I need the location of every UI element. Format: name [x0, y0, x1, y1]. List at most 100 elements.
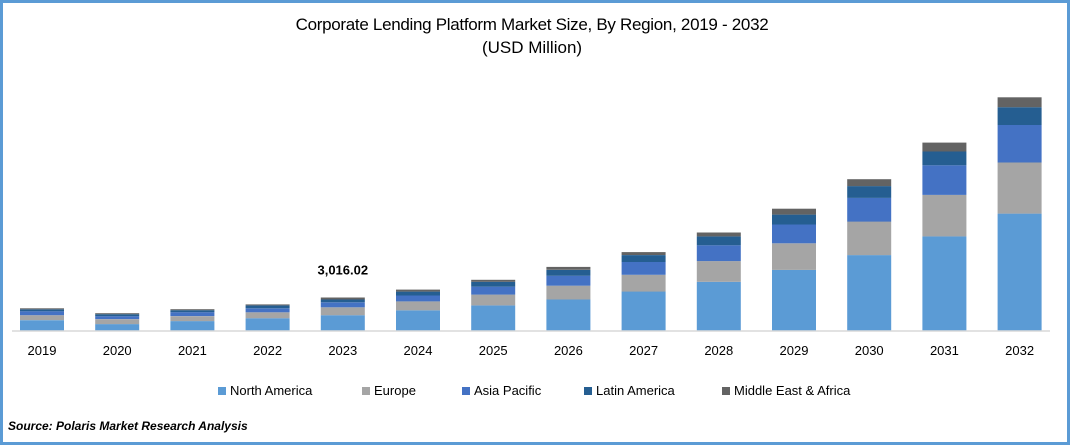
x-tick-label: 2023 — [328, 343, 357, 358]
bar-segment-europe-2019 — [20, 315, 64, 321]
bar-segment-middle-east-africa-2019 — [20, 308, 64, 310]
bar-segment-middle-east-africa-2032 — [997, 97, 1042, 108]
x-tick-label: 2026 — [554, 343, 583, 358]
bar-segment-europe-2023 — [320, 307, 365, 316]
bar-segment-latin-america-2024 — [396, 291, 440, 296]
legend-label: Latin America — [596, 383, 675, 398]
x-tick-label: 2028 — [704, 343, 733, 358]
bars-group — [20, 97, 1042, 331]
source-note: Source: Polaris Market Research Analysis — [8, 419, 248, 433]
bar-segment-north-america-2030 — [847, 255, 892, 331]
bar-segment-asia-pacific-2026 — [546, 275, 591, 286]
bar-segment-asia-pacific-2019 — [20, 311, 64, 316]
x-tick-label: 2021 — [178, 343, 207, 358]
legend-label: Europe — [374, 383, 416, 398]
bar-segment-latin-america-2026 — [546, 269, 591, 276]
bar-segment-latin-america-2027 — [621, 255, 666, 262]
bar-segment-middle-east-africa-2021 — [170, 309, 215, 311]
legend-swatch — [722, 386, 730, 395]
bar-segment-europe-2029 — [772, 243, 816, 270]
legend-swatch — [362, 386, 370, 395]
bar-segment-north-america-2027 — [621, 291, 666, 331]
legend-label: North America — [230, 383, 313, 398]
bar-segment-latin-america-2025 — [471, 281, 516, 287]
bar-segment-asia-pacific-2021 — [170, 312, 215, 317]
x-tick-label: 2022 — [253, 343, 282, 358]
bar-segment-north-america-2026 — [546, 299, 591, 331]
legend: North America Europe Asia Pacific Latin Ame… — [0, 383, 1064, 403]
legend-label: Asia Pacific — [474, 383, 542, 398]
bar-segment-middle-east-africa-2027 — [621, 252, 666, 255]
legend-item-north-america: North America — [218, 383, 312, 398]
bar-segment-north-america-2022 — [245, 318, 290, 331]
legend-item-europe: Europe — [362, 383, 416, 398]
bar-segment-middle-east-africa-2026 — [546, 266, 591, 270]
bar-segment-europe-2028 — [696, 261, 741, 282]
bar-segment-asia-pacific-2024 — [396, 295, 440, 302]
bar-segment-europe-2021 — [170, 316, 215, 322]
bar-segment-asia-pacific-2027 — [621, 262, 666, 275]
chart-plot: 2019 2020 2021 2022 2023 2024 2025 2026 2027 2028… — [12, 97, 1050, 358]
bar-segment-north-america-2025 — [471, 305, 516, 331]
bar-segment-europe-2026 — [546, 285, 591, 300]
bar-segment-europe-2020 — [95, 319, 140, 325]
bar-segment-asia-pacific-2023 — [320, 302, 365, 308]
bar-segment-middle-east-africa-2023 — [320, 297, 365, 300]
bar-segment-middle-east-africa-2031 — [922, 142, 967, 152]
bar-segment-middle-east-africa-2028 — [696, 232, 741, 237]
legend-item-latin-america: Latin America — [584, 383, 675, 398]
bar-segment-europe-2025 — [471, 294, 516, 306]
legend-swatch — [462, 386, 470, 395]
bar-segment-latin-america-2028 — [696, 236, 741, 246]
x-tick-label: 2031 — [930, 343, 959, 358]
bar-segment-middle-east-africa-2022 — [245, 304, 290, 306]
bar-segment-latin-america-2021 — [170, 310, 215, 313]
bar-segment-latin-america-2019 — [20, 309, 64, 312]
bar-segment-north-america-2031 — [922, 236, 967, 331]
x-tick-label: 2024 — [404, 343, 433, 358]
bar-segment-north-america-2029 — [772, 269, 816, 331]
bar-segment-europe-2031 — [922, 194, 967, 237]
bar-segment-europe-2022 — [245, 312, 290, 319]
x-tick-label: 2025 — [479, 343, 508, 358]
bar-segment-latin-america-2020 — [95, 314, 140, 317]
bar-segment-asia-pacific-2020 — [95, 316, 140, 320]
legend-swatch — [218, 386, 226, 395]
bar-segment-latin-america-2032 — [997, 107, 1042, 125]
x-tick-label: 2019 — [28, 343, 57, 358]
data-label-2023: 3,016.02 — [317, 263, 368, 278]
bar-segment-asia-pacific-2030 — [847, 197, 892, 222]
bar-segment-north-america-2020 — [95, 324, 140, 331]
bar-segment-middle-east-africa-2020 — [95, 313, 140, 315]
x-tick-label: 2030 — [855, 343, 884, 358]
bar-segment-north-america-2019 — [20, 320, 64, 331]
bar-segment-asia-pacific-2022 — [245, 308, 290, 313]
bar-segment-north-america-2032 — [997, 213, 1042, 331]
legend-label: Middle East & Africa — [734, 383, 851, 398]
x-tick-label: 2020 — [103, 343, 132, 358]
legend-item-middle-east-africa: Middle East & Africa — [722, 383, 850, 398]
x-tick-label: 2027 — [629, 343, 658, 358]
bar-segment-middle-east-africa-2030 — [847, 179, 892, 187]
x-tick-labels: 2019 2020 2021 2022 2023 2024 2025 2026 2027 2028… — [28, 343, 1035, 358]
bar-segment-middle-east-africa-2025 — [471, 279, 516, 282]
legend-swatch — [584, 386, 592, 395]
bar-segment-asia-pacific-2032 — [997, 125, 1042, 163]
bar-segment-europe-2030 — [847, 221, 892, 256]
bar-segment-latin-america-2022 — [245, 305, 290, 309]
bar-segment-north-america-2024 — [396, 310, 440, 331]
bar-segment-asia-pacific-2031 — [922, 165, 967, 195]
bar-segment-latin-america-2023 — [320, 299, 365, 303]
bar-segment-middle-east-africa-2024 — [396, 289, 440, 292]
x-tick-label: 2032 — [1005, 343, 1034, 358]
bar-segment-latin-america-2029 — [772, 214, 816, 225]
bar-segment-europe-2032 — [997, 162, 1042, 214]
bar-segment-latin-america-2031 — [922, 151, 967, 166]
bar-segment-north-america-2023 — [320, 315, 365, 331]
bar-segment-asia-pacific-2028 — [696, 245, 741, 262]
chart-title: Corporate Lending Platform Market Size, … — [295, 15, 769, 34]
bar-segment-europe-2024 — [396, 301, 440, 311]
legend-item-asia-pacific: Asia Pacific — [462, 383, 541, 398]
bar-segment-asia-pacific-2025 — [471, 286, 516, 295]
